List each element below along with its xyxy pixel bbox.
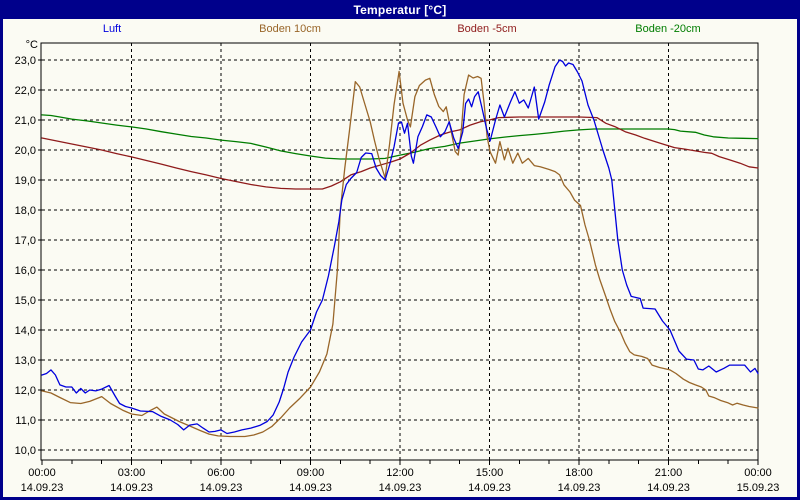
x-time-label: 12:00 [386,467,414,479]
y-tick-label: 23,0 [15,55,36,67]
series-line-boden-20cm [41,114,759,160]
y-tick-label: 17,0 [15,235,36,247]
chart-legend: Luft Boden 10cm Boden -5cm Boden -20cm [0,23,800,37]
x-time-label: 09:00 [297,467,325,479]
x-time-label: 00:00 [744,467,772,479]
legend-item-luft: Luft [102,23,122,35]
y-tick-label: 21,0 [15,115,36,127]
series-line-luft [41,59,759,435]
y-tick-label: 11,0 [15,415,36,427]
legend-item-boden-5cm: Boden -5cm [457,23,517,35]
x-time-label: 03:00 [118,467,146,479]
y-tick-label: 19,0 [15,175,36,187]
legend-item-boden-10cm: Boden 10cm [259,23,321,35]
x-date-label: 14.09.23 [379,482,422,494]
y-tick-label: 18,0 [15,205,36,217]
plot-border [40,42,759,461]
x-time-label: 18:00 [565,467,593,479]
window-frame [0,19,800,500]
x-date-label: 14.09.23 [200,482,243,494]
x-date-label: 14.09.23 [110,482,153,494]
y-tick-label: 22,0 [15,85,36,97]
x-date-label: 14.09.23 [289,482,332,494]
x-time-label: 21:00 [655,467,683,479]
series-line-boden-5cm [41,116,759,190]
x-time-label: 15:00 [476,467,504,479]
y-tick-label: 12,0 [15,385,36,397]
x-date-label: 14.09.23 [21,482,64,494]
y-tick-label: 16,0 [15,265,36,277]
x-date-label: 14.09.23 [647,482,690,494]
x-time-label: 00:00 [28,467,56,479]
legend-item-boden-20cm: Boden -20cm [635,23,701,35]
series-line-boden-10cm [41,70,759,438]
title-bar: Temperatur [°C] [0,0,800,19]
x-date-label: 14.09.23 [558,482,601,494]
y-tick-label: 10,0 [15,445,36,457]
x-date-label: 15.09.23 [737,482,780,494]
x-date-label: 14.09.23 [468,482,511,494]
page-title: Temperatur [°C] [353,2,447,17]
y-tick-label: 13,0 [15,355,36,367]
y-axis-unit-label: °C [26,39,38,51]
y-tick-label: 14,0 [15,325,36,337]
x-time-label: 06:00 [207,467,235,479]
y-tick-label: 20,0 [15,145,36,157]
y-tick-label: 15,0 [15,295,36,307]
